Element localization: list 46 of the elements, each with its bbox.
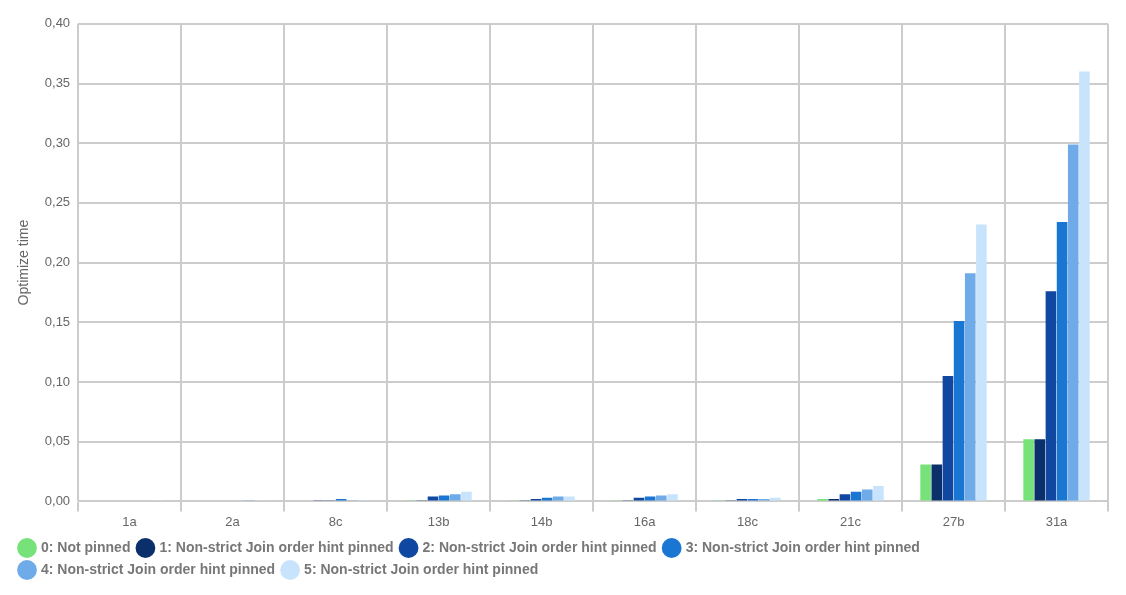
bar <box>667 494 678 501</box>
y-axis-title: Optimize time <box>15 219 32 306</box>
y-tick-label: 0,40 <box>44 15 71 31</box>
x-tick-label: 21c <box>840 513 862 529</box>
x-tick-label: 16a <box>633 513 657 529</box>
y-tick-label: 0,20 <box>44 254 71 270</box>
bar <box>942 376 954 501</box>
bar <box>964 273 976 501</box>
legend-label: 0: Not pinned <box>41 538 131 555</box>
bar <box>1023 439 1034 501</box>
bar <box>931 464 943 501</box>
x-tick-label: 2a <box>225 513 241 529</box>
bar <box>920 464 931 501</box>
bar <box>1045 291 1057 501</box>
y-tick-label: 0,35 <box>44 75 71 91</box>
bar <box>438 495 450 501</box>
bar <box>450 494 461 501</box>
y-tick-label: 0,00 <box>44 492 71 508</box>
bar <box>861 489 873 501</box>
y-tick-label: 0,30 <box>44 134 71 150</box>
x-tick-label: 13b <box>427 513 450 529</box>
legend-label: 5: Non-strict Join order hint pinned <box>304 560 539 577</box>
x-tick-label: 8c <box>328 513 343 529</box>
bar <box>1067 144 1079 501</box>
y-tick-label: 0,05 <box>44 433 71 449</box>
legend-label: 3: Non-strict Join order hint pinned <box>685 538 920 555</box>
x-tick-label: 27b <box>942 513 965 529</box>
y-tick-label: 0,15 <box>44 313 71 329</box>
y-tick-label: 0,10 <box>44 373 71 389</box>
legend-label: 4: Non-strict Join order hint pinned <box>41 560 276 577</box>
bar <box>839 494 851 501</box>
legend-label: 2: Non-strict Join order hint pinned <box>422 538 657 555</box>
legend-label: 1: Non-strict Join order hint pinned <box>159 538 394 555</box>
y-tick-label: 0,25 <box>44 194 71 210</box>
bar <box>873 485 884 501</box>
x-tick-label: 1a <box>122 513 138 529</box>
bar <box>461 491 472 501</box>
x-tick-label: 14b <box>530 513 553 529</box>
bar <box>1079 71 1090 501</box>
x-tick-label: 18c <box>737 513 759 529</box>
bar <box>976 224 987 501</box>
bar <box>655 495 667 501</box>
bar <box>1056 222 1068 501</box>
x-tick-label: 31a <box>1045 513 1069 529</box>
bar <box>953 321 965 501</box>
bar <box>1034 439 1046 501</box>
